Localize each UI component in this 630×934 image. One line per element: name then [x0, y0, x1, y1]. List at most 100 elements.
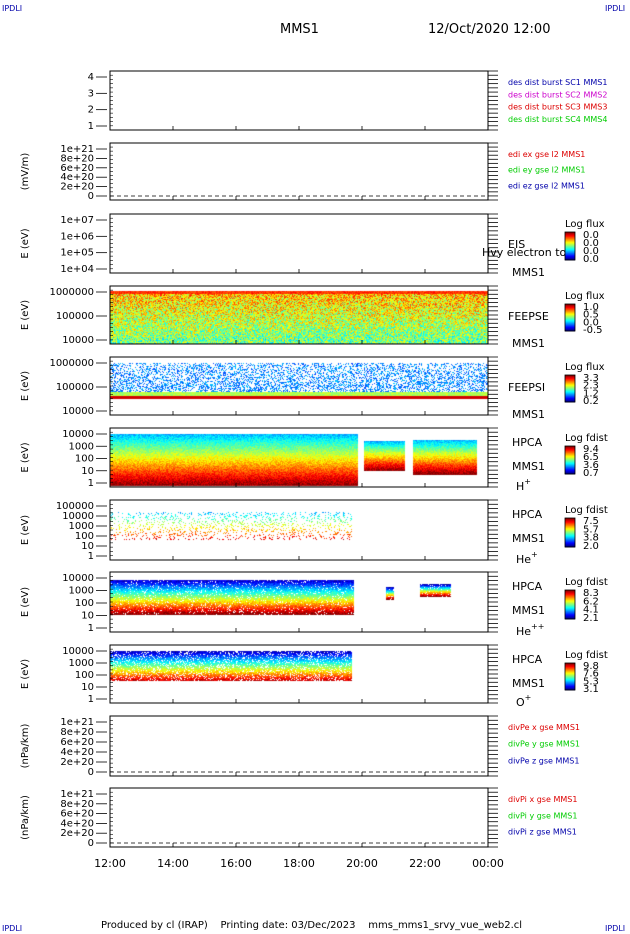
x-tick-label: 14:00 [157, 857, 189, 870]
colorbar-step [565, 524, 575, 526]
colorbar-step [565, 308, 575, 310]
colorbar-5 [564, 374, 576, 403]
colorbar-step [565, 663, 575, 665]
colorbar-step [565, 545, 575, 547]
y-tick-label: 10000 [62, 429, 94, 440]
colorbar-step [565, 328, 575, 331]
instrument-label: HPCA [512, 508, 543, 521]
colorbar-step [565, 250, 575, 253]
colorbar-step [565, 380, 575, 382]
colorbar-step [565, 243, 575, 245]
y-tick-label: 1e+05 [60, 248, 94, 259]
colorbar-step [565, 314, 575, 316]
y-tick-label: 1e+21 [60, 789, 94, 800]
colorbar-step [565, 667, 575, 669]
colorbar-step [565, 383, 575, 385]
colorbar-tick-label: 2.0 [583, 541, 599, 552]
colorbar-step [565, 327, 575, 329]
colorbar-step [565, 534, 575, 536]
colorbar-step [565, 306, 575, 308]
spacecraft-label: MMS1 [512, 266, 545, 279]
colorbar-tick-label: 9.4 [583, 444, 599, 455]
colorbar-step [565, 255, 575, 257]
y-tick-label: 0 [88, 767, 94, 778]
y-tick-label: 4e+20 [60, 747, 94, 758]
spectrogram-image-5 [110, 357, 488, 415]
colorbar-step [565, 669, 575, 671]
colorbar-step [565, 456, 575, 458]
colorbar-step [565, 459, 575, 461]
colorbar-step [565, 379, 575, 381]
colorbar-step [565, 462, 575, 464]
y-tick-label: 6e+20 [60, 809, 94, 820]
colorbar-step [565, 671, 575, 673]
colorbar-step [565, 611, 575, 613]
colorbar-step [565, 678, 575, 680]
colorbar-step [565, 253, 575, 255]
colorbar-step [565, 307, 575, 309]
corner-label-top-right: IPDLI [605, 4, 626, 13]
colorbar-step [565, 234, 575, 236]
colorbar-tick-label: 5.3 [583, 676, 599, 687]
colorbar-step [565, 322, 575, 324]
colorbar-step [565, 245, 575, 247]
spectrogram-image-6 [110, 428, 488, 487]
colorbar-title: Log fdist [565, 650, 608, 661]
colorbar-step [565, 460, 575, 462]
y-tick-label: 6e+20 [60, 163, 94, 174]
panel-frame [109, 213, 489, 274]
colorbar-step [565, 683, 575, 685]
panel-frame [109, 70, 489, 131]
colorbar-step [565, 672, 575, 674]
y-tick-label: 6e+20 [60, 737, 94, 748]
colorbar-step [565, 523, 575, 526]
colorbar-step [565, 592, 575, 594]
colorbar-step [565, 544, 575, 546]
colorbar-tick-label: 3.6 [583, 460, 599, 471]
colorbar-title: Log flux [565, 362, 605, 373]
y-tick-label: 10000 [62, 335, 94, 346]
spacecraft-label: MMS1 [512, 337, 545, 350]
colorbar-step [565, 399, 575, 402]
legend-entry: des dist burst SC3 MMS3 [508, 103, 607, 112]
y-tick-label: 1000 [69, 441, 94, 452]
colorbar-step [565, 253, 575, 255]
colorbar-step [565, 455, 575, 457]
colorbar-step [565, 595, 575, 597]
colorbar-step [565, 315, 575, 317]
y-tick-label: 1000 [69, 586, 94, 597]
colorbar-step [565, 320, 575, 322]
panel-frame [109, 787, 489, 848]
colorbar-step [565, 394, 575, 396]
panel-8 [96, 571, 498, 633]
colorbar-step [565, 602, 575, 604]
colorbar-step [565, 599, 575, 601]
colorbar-step [565, 247, 575, 249]
colorbar-step [565, 316, 575, 318]
colorbar-step [565, 243, 575, 246]
colorbar-title: Log flux [565, 291, 605, 302]
y-tick-label: 4 [88, 72, 94, 83]
y-tick-label: 10 [81, 466, 94, 477]
colorbar-step [565, 616, 575, 619]
x-tick-label: 18:00 [283, 857, 315, 870]
y-tick-label: 2e+20 [60, 828, 94, 839]
colorbar-step [565, 377, 575, 379]
colorbar-step [565, 687, 575, 689]
colorbar-step [565, 466, 575, 468]
colorbar-step [565, 472, 575, 474]
colorbar-step [565, 542, 575, 544]
colorbar-step [565, 613, 575, 616]
colorbar-tick-label: 7.6 [583, 669, 599, 680]
colorbar-step [565, 397, 575, 400]
legend-entry: des dist burst SC1 MMS1 [508, 78, 607, 87]
legend-entry: edi ex gse l2 MMS1 [508, 150, 585, 159]
instrument-label: HPCA [512, 580, 543, 593]
colorbar-8 [564, 589, 576, 620]
corner-label-top-left: IPDLI [2, 4, 23, 13]
instrument-label: FEEPSI [508, 381, 545, 394]
y-tick-label: 8e+20 [60, 153, 94, 164]
corner-label-bottom-right: IPDLI [605, 924, 626, 933]
colorbar-tick-label: 5.7 [583, 524, 599, 535]
colorbar-step [565, 682, 575, 684]
